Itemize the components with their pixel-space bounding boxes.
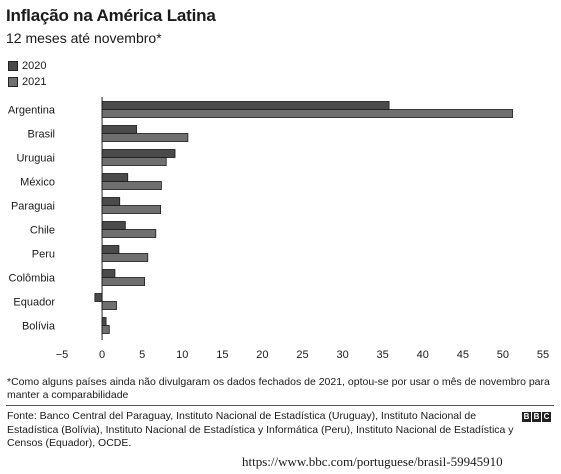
- legend: 2020 2021: [8, 58, 46, 90]
- category-label: Peru: [32, 249, 55, 261]
- x-tick-label: 30: [336, 349, 348, 361]
- x-tick-label: 35: [377, 349, 389, 361]
- category-label: México: [20, 177, 55, 189]
- bar-2020: [101, 149, 176, 158]
- x-tick-label: 50: [497, 349, 509, 361]
- footnote: *Como alguns países ainda não divulgaram…: [7, 376, 550, 401]
- x-tick-label: 15: [216, 349, 228, 361]
- bar-2020: [101, 269, 116, 278]
- bar-2020: [101, 317, 107, 326]
- x-tick-label: 0: [99, 349, 105, 361]
- bar-chart: Argentina Brasil Uruguai México Paraguai Chil…: [8, 97, 549, 361]
- x-tick-label: 5: [139, 349, 145, 361]
- bar-2020: [101, 221, 126, 230]
- category-label: Paraguai: [11, 201, 55, 213]
- legend-label-2021: 2021: [22, 76, 47, 88]
- bar-2020: [101, 173, 129, 182]
- chart-title: Inflação na América Latina: [6, 6, 216, 25]
- bar-2020: [101, 245, 120, 254]
- bar-2020: [101, 125, 137, 134]
- sources-text: Fonte: Banco Central del Paraguay, Insti…: [7, 410, 514, 449]
- chart-subtitle: 12 meses até novembro*: [6, 30, 162, 46]
- bbc-logo-letter: B: [532, 412, 541, 422]
- legend-swatch-2020: [8, 61, 18, 71]
- bbc-logo: B B C: [522, 412, 551, 422]
- legend-label-2020: 2020: [22, 60, 47, 72]
- divider: [6, 405, 554, 406]
- bar-2021: [101, 205, 162, 214]
- x-tick-label: 10: [176, 349, 188, 361]
- category-label: Brasil: [27, 129, 55, 141]
- bar-2021: [101, 109, 513, 118]
- bar-2021: [101, 133, 189, 142]
- x-tick-label: 25: [296, 349, 308, 361]
- bar-2021: [101, 277, 145, 286]
- category-label: Uruguai: [16, 153, 55, 165]
- bar-2021: [101, 181, 162, 190]
- category-label: Argentina: [8, 105, 56, 117]
- legend-item-2020: 2020: [8, 58, 46, 74]
- bar-2020: [101, 197, 121, 206]
- bar-2021: [101, 301, 117, 310]
- legend-swatch-2021: [8, 77, 18, 87]
- bar-2021: [101, 253, 149, 262]
- source-url: https://www.bbc.com/portuguese/brasil-59…: [242, 454, 503, 469]
- bar-2021: [101, 157, 167, 166]
- category-label: Bolívia: [22, 321, 56, 333]
- legend-item-2021: 2021: [8, 74, 46, 90]
- bar-2020: [101, 101, 390, 110]
- x-tick-label: 55: [537, 349, 549, 361]
- bar-2021: [101, 325, 110, 334]
- category-label: Equador: [13, 297, 55, 309]
- category-label: Chile: [30, 225, 55, 237]
- x-tick-label: 40: [417, 349, 429, 361]
- category-label: Colômbia: [9, 273, 56, 285]
- x-tick-label: 20: [256, 349, 268, 361]
- x-tick-label: 45: [457, 349, 469, 361]
- bbc-logo-letter: C: [542, 412, 551, 422]
- bar-2020: [94, 293, 103, 302]
- bar-2021: [101, 229, 157, 238]
- bbc-logo-letter: B: [522, 412, 531, 422]
- x-tick-label: −5: [56, 349, 69, 361]
